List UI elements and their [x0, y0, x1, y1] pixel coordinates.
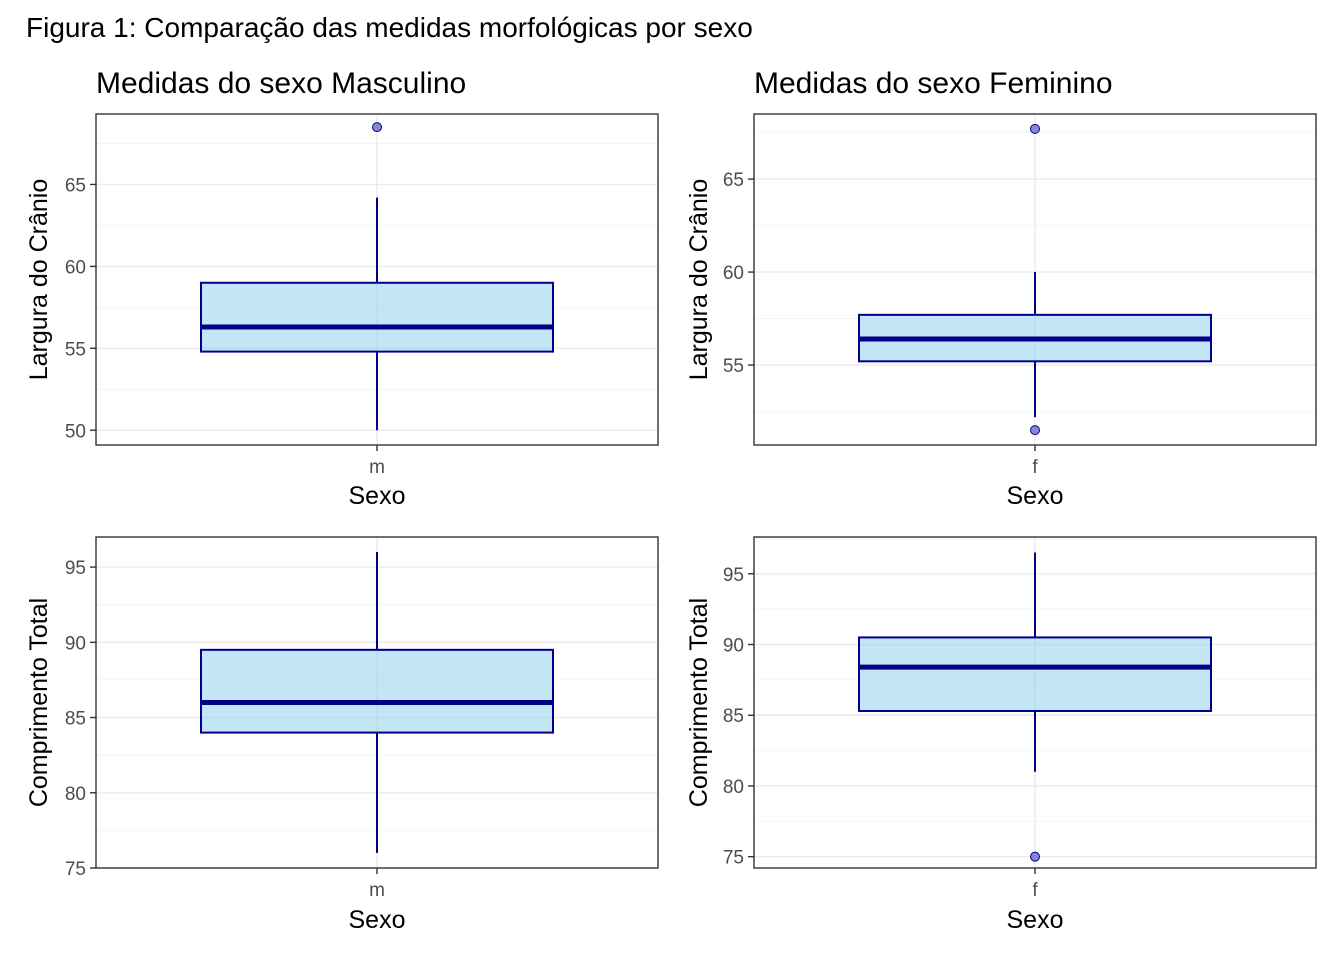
y-tick-label: 80	[65, 784, 86, 805]
y-tick-label: 60	[723, 263, 744, 284]
box-iqr	[200, 648, 554, 734]
panel-masculino-comprimento: Comprimento Total Sexo 75 80 85 90 95 m	[25, 536, 659, 934]
y-tick-label: 75	[65, 859, 86, 880]
x-tick-label: f	[1032, 457, 1038, 478]
x-tick-label: f	[1032, 880, 1038, 901]
y-tick-label: 80	[723, 777, 744, 798]
panel-feminino-largura: Medidas do sexo Feminino Largura do Crân…	[685, 67, 1317, 510]
figure-title: Figura 1: Comparação das medidas morfoló…	[26, 12, 753, 43]
y-tick-label: 55	[65, 339, 86, 360]
y-tick-label: 95	[65, 558, 86, 579]
y-tick-label: 75	[723, 848, 744, 869]
panel-title: Medidas do sexo Masculino	[96, 67, 466, 100]
y-tick-label: 90	[65, 633, 86, 654]
y-tick-label: 95	[723, 565, 744, 586]
y-tick-label: 60	[65, 257, 86, 278]
x-axis-label: Sexo	[349, 906, 406, 934]
outlier-point	[1030, 425, 1040, 436]
outlier-point	[1030, 851, 1040, 862]
x-tick-label: m	[369, 880, 385, 901]
box-iqr	[200, 281, 554, 353]
x-axis-label: Sexo	[1007, 482, 1064, 510]
x-tick-label: m	[369, 457, 385, 478]
panel-feminino-comprimento: Comprimento Total Sexo 75 80 85 90 95 f	[685, 536, 1317, 934]
x-axis-label: Sexo	[1007, 906, 1064, 934]
y-axis-label: Comprimento Total	[685, 598, 713, 807]
plot-area	[754, 537, 1316, 868]
y-tick-label: 50	[65, 421, 86, 442]
panel-masculino-largura: Medidas do sexo Masculino Largura do Crâ…	[25, 67, 659, 510]
panel-title: Medidas do sexo Feminino	[754, 67, 1113, 100]
plot-area	[96, 537, 658, 869]
x-axis-label: Sexo	[349, 482, 406, 510]
plot-area	[754, 114, 1316, 445]
outlier-point	[1030, 123, 1040, 134]
y-tick-label: 65	[65, 175, 86, 196]
y-tick-label: 85	[723, 706, 744, 727]
y-axis-label: Largura do Crânio	[685, 179, 713, 381]
y-tick-label: 90	[723, 636, 744, 657]
outlier-point	[372, 122, 382, 133]
box-iqr	[858, 636, 1212, 712]
y-tick-label: 85	[65, 709, 86, 730]
y-axis-label: Comprimento Total	[25, 598, 53, 807]
plot-area	[96, 114, 658, 445]
y-tick-label: 55	[723, 356, 744, 377]
y-axis-label: Largura do Crânio	[25, 179, 53, 381]
y-tick-label: 65	[723, 170, 744, 191]
